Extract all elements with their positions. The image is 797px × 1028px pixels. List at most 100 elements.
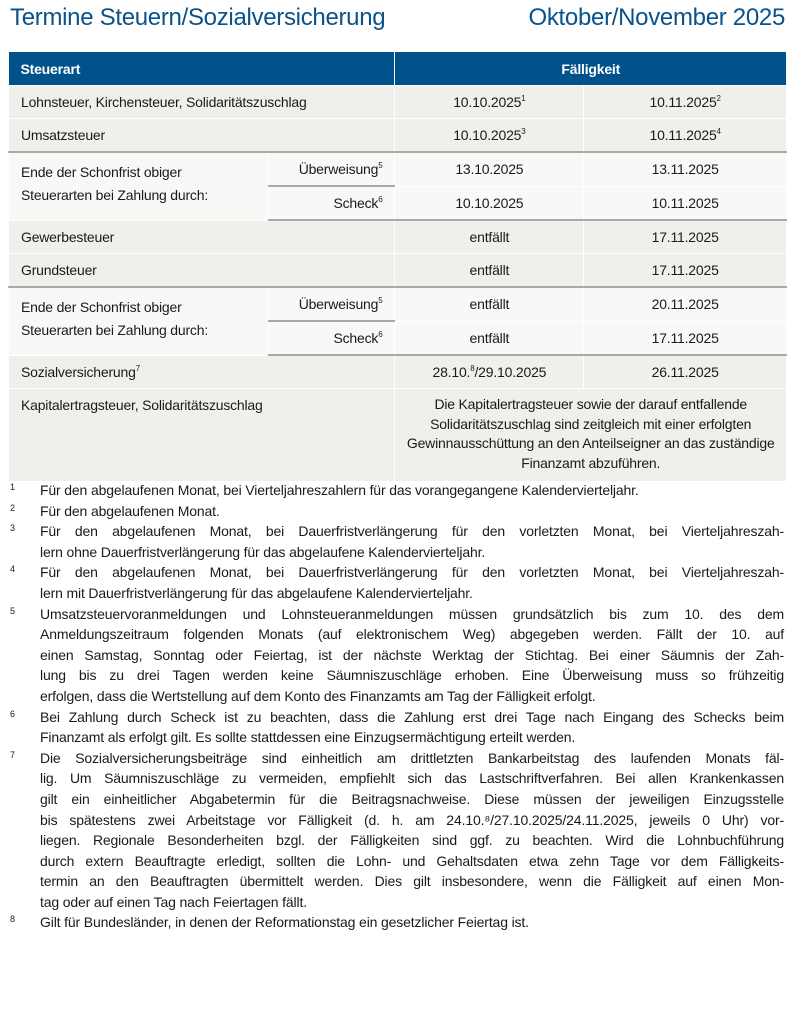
row-label: Gewerbesteuer [7, 219, 396, 254]
payment-method: Scheck6 [267, 185, 396, 221]
footnote-line: Für den abgelaufenen Monat, bei Dauerfri… [40, 564, 784, 581]
footnote-line: lung bis zu drei Tagen werden keine Säum… [40, 667, 784, 684]
date-part: 28.10. [432, 364, 471, 380]
footnote-line: Für den abgelaufenen Monat, bei Viertelj… [40, 482, 639, 498]
footnote-number: 5 [10, 605, 15, 616]
due-date-nov: 13.11.2025 [583, 151, 787, 187]
date: 10.10.2025 [453, 94, 522, 110]
footnote: 5 Umsatzsteuervoranmeldungen und Lohnste… [8, 604, 784, 707]
footnote-line: Für den abgelaufenen Monat. [40, 502, 220, 519]
footnote-number: 3 [10, 523, 15, 534]
footnote-line: Bei Zahlung durch Scheck ist zu beachten… [40, 708, 784, 725]
due-date-nov: 17.11.2025 [583, 219, 787, 254]
due-date-oct: 10.10.20253 [394, 118, 585, 153]
footnote-number: 4 [10, 564, 15, 575]
date: 10.11.2025 [649, 127, 717, 143]
footnote-line: Die Sozialversicherungsbeiträge sind ein… [40, 749, 784, 766]
date-part: /29.10.2025 [474, 364, 547, 380]
footnotes: 1 Für den abgelaufenen Monat, bei Vierte… [8, 480, 784, 933]
date: 10.11.2025 [649, 94, 717, 110]
table-row: Ende der Schonfrist obiger Steuerarten b… [8, 286, 787, 356]
footnote: 6 Bei Zahlung durch Scheck ist zu beacht… [8, 707, 784, 748]
footnote: 4 Für den abgelaufenen Monat, bei Dauerf… [8, 562, 784, 603]
footnote-line: tag oder auf einen Tag nach Feiertagen f… [40, 893, 307, 910]
row-label: Sozialversicherung7 [7, 354, 396, 389]
due-date-oct: 13.10.2025 [394, 151, 585, 187]
footnote-number: 6 [10, 708, 15, 719]
table-row: Scheck6 entfällt 17.11.2025 [9, 320, 787, 356]
date: 17.11.2025 [651, 262, 719, 278]
table-row: Ende der Schonfrist obiger Steuerarten b… [8, 151, 787, 221]
due-date-nov: 10.11.20254 [583, 118, 787, 153]
footnote-number: 8 [10, 914, 15, 925]
row-label-text: Sozialversicherung [21, 364, 136, 380]
row-note: Die Kapitalertragsteuer sowie der darauf… [394, 388, 787, 482]
footnote-line: termin an den Beauftragten übermittelt w… [40, 873, 784, 890]
footnote-ref: 6 [378, 195, 383, 204]
tax-deadlines-table: Steuerart Fälligkeit Lohnsteuer, Kirchen… [7, 52, 787, 482]
row-label-text: Gewerbesteuer [21, 229, 115, 245]
page-title: Termine Steuern/Sozialversicherung [10, 4, 386, 31]
footnote-ref: 2 [716, 94, 721, 103]
footnote-line: gilt ein einheitlicher Abgabetermin für … [40, 790, 784, 807]
due-date-oct: entfällt [394, 320, 585, 356]
footnote-ref: 4 [716, 127, 721, 136]
due-date-nov: 26.11.2025 [583, 354, 787, 389]
due-date-nov: 20.11.2025 [583, 286, 787, 322]
footnote-line: Für den abgelaufenen Monat, bei Dauerfri… [40, 523, 784, 540]
due-date-oct: entfällt [394, 286, 585, 322]
footnote-line: Umsatzsteuervoranmeldungen und Lohnsteue… [40, 605, 784, 622]
footnote-line: durch extern Beauftragte erledigt, sollt… [40, 852, 784, 869]
row-label-text: Umsatzsteuer [21, 127, 105, 143]
footnote-number: 7 [10, 749, 15, 760]
row-label-text: Grundsteuer [21, 262, 97, 278]
due-date-nov: 17.11.2025 [583, 320, 787, 356]
due-date-oct: 10.10.20251 [394, 85, 585, 119]
footnote: 3 Für den abgelaufenen Monat, bei Dauerf… [8, 521, 784, 562]
date: entfällt [469, 262, 510, 278]
due-date-oct: 28.10.8/29.10.2025 [394, 354, 585, 389]
table-row: Gewerbesteuer entfällt 17.11.2025 [7, 219, 787, 254]
footnote-ref: 1 [521, 94, 526, 103]
footnote-number: 2 [10, 502, 15, 513]
due-date-nov: 10.11.20252 [583, 85, 787, 119]
method-label: Überweisung [298, 161, 379, 177]
row-label: Kapitalertragsteuer, Solidaritätszuschla… [7, 388, 396, 482]
footnote-line: Finanzamt als erfolgt gilt. Es sollte st… [40, 729, 576, 746]
footnote: 7 Die Sozialversicherungsbeiträge sind e… [8, 748, 784, 913]
row-label: Ende der Schonfrist obiger Steuerarten b… [8, 151, 269, 221]
footnote-line: Gilt für Bundesländer, in denen der Refo… [40, 914, 529, 931]
footnote-ref: 5 [378, 161, 383, 170]
footnote: 2 Für den abgelaufenen Monat. [8, 501, 784, 522]
table-row: Grundsteuer entfällt 17.11.2025 [7, 253, 787, 288]
header-steuerart: Steuerart [8, 52, 396, 86]
payment-method: Überweisung5 [267, 151, 396, 187]
footnote-ref: 8 [470, 364, 475, 373]
payment-method: Scheck6 [267, 320, 396, 356]
due-date-nov: 10.11.2025 [583, 185, 787, 221]
footnote-line: lern ohne Dauerfristverlängerung für das… [40, 543, 486, 560]
footnote-line: lig. Um Säumniszuschläge zu vermeiden, e… [40, 770, 784, 787]
due-date-oct: entfällt [394, 253, 585, 288]
date: 26.11.2025 [651, 364, 719, 380]
due-date-oct: 10.10.2025 [394, 185, 585, 221]
header-faelligkeit: Fälligkeit [394, 52, 787, 86]
footnote-ref: 5 [378, 296, 383, 305]
footnote: 8 Gilt für Bundesländer, in denen der Re… [8, 912, 784, 933]
method-label: Scheck [333, 195, 379, 211]
method-label: Überweisung [298, 296, 379, 312]
date: 10.10.2025 [453, 127, 522, 143]
table-header: Steuerart Fälligkeit [8, 52, 787, 86]
table-row: Kapitalertragsteuer, Solidaritätszuschla… [7, 388, 787, 482]
row-label: Umsatzsteuer [7, 118, 396, 153]
date: entfällt [469, 229, 510, 245]
table-row: Sozialversicherung7 28.10.8/29.10.2025 2… [7, 354, 787, 389]
footnote-line: Anmeldungszeitraum folgenden Monats (auf… [40, 626, 784, 643]
footnote-ref: 6 [378, 330, 383, 339]
table-row: Umsatzsteuer 10.10.20253 10.11.20254 [7, 118, 787, 153]
footnote-number: 1 [10, 482, 15, 492]
method-label: Scheck [333, 330, 379, 346]
row-label-text: Lohnsteuer, Kirchensteuer, Solidaritätsz… [21, 94, 307, 110]
date: 17.11.2025 [651, 229, 719, 245]
footnote-ref: 3 [521, 127, 526, 136]
